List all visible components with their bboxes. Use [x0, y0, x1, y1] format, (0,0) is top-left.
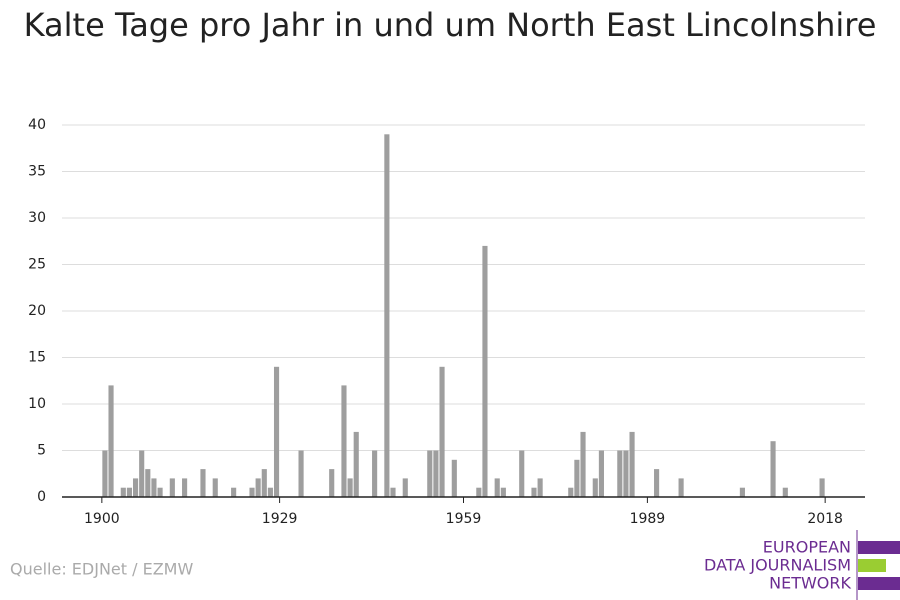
bar: [494, 478, 500, 497]
bar: [623, 450, 629, 497]
y-tick-label: 10: [28, 396, 46, 412]
bar: [654, 469, 660, 497]
bar: [157, 487, 163, 497]
x-tick-label: 1959: [446, 511, 482, 527]
bar: [261, 469, 267, 497]
bar: [574, 459, 580, 497]
bar: [120, 487, 126, 497]
bar: [482, 245, 488, 497]
bar: [568, 487, 574, 497]
bar: [139, 450, 145, 497]
logo-text: EUROPEAN: [763, 538, 851, 557]
bar: [273, 366, 280, 497]
y-tick-label: 30: [28, 210, 46, 226]
bar: [451, 459, 457, 497]
bar: [617, 450, 623, 497]
logo-text: DATA JOURNALISM: [704, 556, 851, 575]
bar: [169, 478, 175, 497]
bar: [537, 478, 543, 497]
y-tick-label: 5: [37, 443, 46, 459]
bar: [212, 478, 218, 497]
bar: [249, 487, 255, 497]
bar: [353, 431, 359, 497]
x-tick-label: 1989: [630, 511, 666, 527]
bar: [433, 450, 439, 497]
y-tick-label: 0: [37, 489, 46, 505]
x-tick-label: 1929: [262, 511, 298, 527]
bar: [182, 478, 188, 497]
y-tick-label: 20: [28, 303, 46, 319]
bar: [770, 441, 776, 497]
bar: [739, 487, 745, 497]
x-tick-label: 1900: [84, 511, 120, 527]
bar: [402, 478, 408, 497]
y-tick-label: 35: [28, 164, 46, 180]
bar: [519, 450, 525, 497]
bar: [231, 487, 237, 497]
bar: [255, 478, 261, 497]
x-tick-label: 2018: [807, 511, 843, 527]
bar: [531, 487, 537, 497]
bar: [782, 487, 788, 497]
logo-bar: [858, 541, 900, 554]
bar: [439, 366, 445, 497]
bar: [132, 478, 139, 497]
y-tick-label: 15: [28, 350, 46, 366]
bar: [629, 431, 635, 497]
bar: [678, 478, 684, 497]
chart-title: Kalte Tage pro Jahr in und um North East…: [24, 6, 877, 44]
bar: [108, 385, 114, 497]
bar: [298, 450, 304, 497]
bar: [145, 469, 151, 497]
bar: [102, 450, 108, 497]
bar: [267, 487, 273, 497]
logo-bar: [858, 577, 900, 590]
source: Quelle: EDJNet / EZMW: [10, 560, 193, 579]
bar: [427, 450, 433, 497]
bar: [200, 469, 206, 497]
y-tick-label: 25: [28, 257, 46, 273]
bar: [580, 431, 586, 497]
y-tick-label: 40: [28, 117, 46, 133]
logo-bar: [858, 559, 886, 572]
bar: [372, 450, 378, 497]
bar: [390, 487, 396, 497]
bar: [598, 450, 604, 497]
bar: [476, 487, 482, 497]
bar: [347, 478, 353, 497]
bar: [341, 385, 347, 497]
logo-text: NETWORK: [769, 574, 851, 593]
bar: [384, 134, 390, 498]
logo: EUROPEAN DATA JOURNALISM NETWORK: [704, 530, 900, 600]
bar: [592, 478, 598, 497]
bar: [126, 487, 132, 497]
bar: [819, 478, 825, 497]
bar: [151, 478, 157, 497]
bar: [329, 469, 335, 497]
bar: [500, 487, 506, 497]
